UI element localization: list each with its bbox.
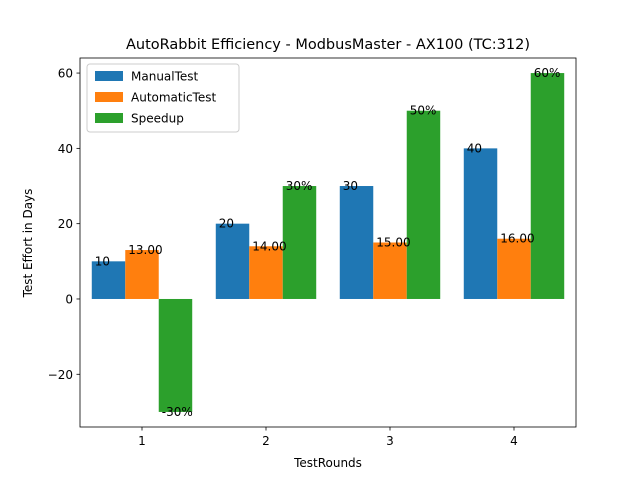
bars-layer [91,73,565,412]
data-label-automatictest-1: 13.00 [128,243,162,257]
plot-frame [79,57,577,428]
data-label-speedup-3: 50% [410,104,437,118]
x-axis-label: TestRounds [293,456,362,470]
y-tick-label-60: 60 [58,67,73,81]
y-tick-label-40: 40 [58,142,73,156]
data-label-manualtest-2: 20 [219,217,234,231]
y-tick-label-0: 0 [65,292,73,306]
data-label-automatictest-3: 15.00 [376,236,410,250]
data-labels-layer: 10 20 30 40 13.00 14.00 15.00 16.00 -30% 30% 50% 60… [95,66,561,419]
bar-manualtest-2 [215,223,250,299]
legend-swatch-automatictest [95,92,123,102]
x-axis: 1 2 3 4 [138,427,518,448]
bar-manualtest-4 [463,148,498,299]
data-label-manualtest-3: 30 [343,179,358,193]
x-tick-label-2: 2 [262,434,270,448]
bar-manualtest-1 [91,261,126,299]
data-label-speedup-2: 30% [286,179,313,193]
data-label-automatictest-4: 16.00 [500,232,534,246]
y-axis-label: Test Effort in Days [21,189,35,299]
x-tick-label-3: 3 [386,434,394,448]
data-label-manualtest-1: 10 [95,254,110,268]
y-axis: −20 0 20 40 60 [48,67,80,382]
data-label-automatictest-2: 14.00 [252,239,286,253]
bar-automatictest-1 [125,250,159,299]
data-label-speedup-1: -30% [162,405,193,419]
bar-automatictest-3 [373,242,407,299]
y-tick-label--20: −20 [48,368,73,382]
legend-label-manualtest: ManualTest [131,70,199,84]
x-tick-label-4: 4 [510,434,518,448]
legend-label-speedup: Speedup [131,112,184,126]
bar-manualtest-3 [339,186,374,299]
legend-swatch-speedup [95,113,123,123]
legend-box [86,63,240,133]
legend-label-automatictest: AutomaticTest [131,91,216,105]
bar-automatictest-2 [249,246,283,299]
bar-speedup-2 [282,186,317,299]
data-label-speedup-4: 60% [534,66,561,80]
y-tick-label-20: 20 [58,217,73,231]
bar-speedup-4 [530,73,565,299]
legend: ManualTest AutomaticTest Speedup [86,63,240,133]
x-tick-label-1: 1 [138,434,146,448]
data-label-manualtest-4: 40 [467,141,482,155]
legend-swatch-manualtest [95,71,123,81]
bar-automatictest-4 [497,238,531,299]
bar-speedup-1 [158,298,193,412]
chart-title: AutoRabbit Efficiency - ModbusMaster - A… [126,37,530,53]
bar-speedup-3 [406,110,441,299]
